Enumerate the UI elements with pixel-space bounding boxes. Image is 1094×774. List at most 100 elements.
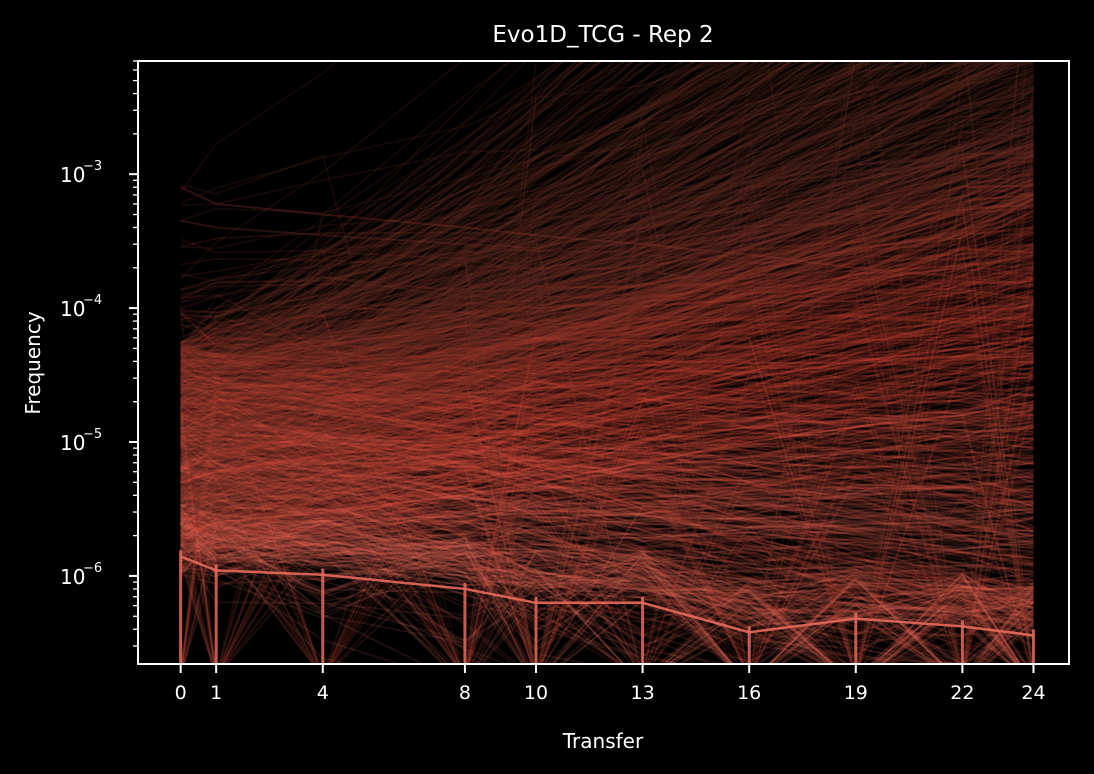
trajectory-line bbox=[180, 312, 1034, 457]
trajectory-line bbox=[180, 159, 1034, 478]
trajectory-line bbox=[180, 419, 1034, 592]
trajectory-line bbox=[179, 270, 1034, 579]
trajectory-line bbox=[180, 67, 1034, 411]
trajectory-line bbox=[180, 479, 1035, 664]
trajectory-line bbox=[180, 61, 1034, 409]
trajectory-line bbox=[179, 376, 1034, 664]
trajectory-line bbox=[180, 517, 1034, 555]
trajectory-line bbox=[180, 324, 1034, 439]
trajectory-line bbox=[180, 61, 1002, 399]
trajectory-line bbox=[180, 247, 1034, 363]
trajectory-line bbox=[180, 396, 1034, 531]
trajectory-line bbox=[180, 533, 1034, 580]
trajectory-line bbox=[179, 61, 760, 485]
trajectory-line bbox=[180, 329, 1034, 528]
trajectory-line bbox=[180, 110, 1034, 452]
trajectory-line bbox=[180, 269, 1034, 561]
trajectory-line bbox=[180, 61, 969, 514]
trajectory-line bbox=[180, 61, 658, 371]
trajectory-line bbox=[180, 151, 1034, 482]
trajectory-line bbox=[180, 61, 1023, 514]
trajectory-line bbox=[180, 61, 826, 363]
trajectory-line bbox=[180, 396, 1034, 450]
trajectory-line bbox=[180, 61, 881, 374]
trajectory-line bbox=[180, 423, 1034, 507]
trajectory-line bbox=[180, 209, 1034, 389]
trajectory-line bbox=[180, 74, 1034, 451]
trajectory-line bbox=[181, 377, 1034, 664]
trajectory-line bbox=[179, 501, 1034, 559]
trajectory-line bbox=[180, 493, 1034, 515]
trajectory-line bbox=[180, 276, 1034, 548]
trajectory-line bbox=[180, 251, 1034, 369]
trajectory-line bbox=[180, 504, 1034, 627]
trajectory-line bbox=[180, 496, 1034, 531]
trajectory-line bbox=[180, 430, 1034, 664]
trajectory-line bbox=[180, 238, 1034, 578]
trajectory-line bbox=[180, 298, 1034, 339]
trajectory-line bbox=[180, 266, 1034, 361]
trajectory-line bbox=[180, 288, 1034, 490]
trajectory-line bbox=[180, 398, 1034, 605]
trajectory-line bbox=[180, 142, 1034, 388]
trajectory-line bbox=[180, 61, 1033, 664]
trajectory-line bbox=[180, 430, 1034, 478]
trajectory-line bbox=[180, 408, 1034, 610]
trajectory-line bbox=[180, 487, 1034, 664]
trajectory-line bbox=[180, 147, 1034, 664]
trajectory-line bbox=[180, 413, 1034, 527]
trajectory-line bbox=[179, 538, 1034, 664]
trajectory-line bbox=[180, 61, 846, 408]
trajectory-line bbox=[180, 61, 769, 370]
trajectory-line bbox=[180, 358, 1034, 506]
trajectory-line bbox=[180, 513, 1034, 552]
trajectory-line bbox=[181, 174, 1034, 664]
trajectory-line bbox=[180, 61, 879, 380]
trajectory-line bbox=[180, 267, 1034, 350]
trajectory-line bbox=[180, 311, 1034, 664]
trajectory-line bbox=[179, 61, 561, 349]
trajectory-line bbox=[180, 442, 1034, 521]
trajectory-line bbox=[180, 410, 1034, 664]
trajectory-line bbox=[179, 88, 1034, 500]
trajectory-line bbox=[180, 61, 966, 291]
trajectory-line bbox=[180, 61, 916, 282]
trajectory-line bbox=[179, 61, 636, 408]
trajectory-line bbox=[180, 295, 1034, 526]
trajectory-line bbox=[180, 515, 1022, 664]
trajectory-line bbox=[180, 381, 1034, 428]
trajectory-line bbox=[180, 61, 896, 521]
trajectory-line bbox=[180, 127, 1034, 353]
trajectory-line bbox=[180, 61, 668, 466]
trajectory-line bbox=[181, 408, 1034, 664]
trajectory-line bbox=[180, 251, 1034, 416]
trajectory-line bbox=[180, 441, 1034, 534]
trajectory-line bbox=[180, 414, 1034, 664]
trajectory-line bbox=[180, 271, 1034, 664]
trajectory-line bbox=[180, 62, 1034, 381]
trajectory-line bbox=[180, 295, 1034, 479]
trajectory-line bbox=[179, 61, 785, 664]
trajectory-line bbox=[180, 244, 1034, 278]
trajectory-line bbox=[180, 369, 1034, 396]
trajectory-line bbox=[180, 61, 981, 409]
trajectory-line bbox=[180, 515, 1034, 542]
trajectory-line bbox=[180, 61, 838, 386]
trajectory-line bbox=[180, 274, 1034, 464]
trajectory-line bbox=[180, 332, 1034, 472]
trajectory-line bbox=[180, 61, 577, 353]
trajectory-line bbox=[180, 352, 1034, 411]
trajectory-line bbox=[180, 271, 1034, 363]
trajectory-line bbox=[179, 61, 604, 664]
trajectory-line bbox=[180, 482, 1034, 514]
trajectory-line bbox=[180, 296, 1034, 469]
trajectory-line bbox=[180, 61, 541, 664]
trajectory-line bbox=[179, 504, 1034, 564]
trajectory-line bbox=[180, 354, 1034, 440]
trajectory-line bbox=[180, 375, 1034, 429]
trajectory-line bbox=[180, 377, 1034, 595]
trajectory-line bbox=[180, 148, 1034, 465]
trajectory-line bbox=[180, 182, 1034, 511]
trajectory-line bbox=[180, 249, 1034, 524]
trajectory-line bbox=[180, 192, 1034, 402]
